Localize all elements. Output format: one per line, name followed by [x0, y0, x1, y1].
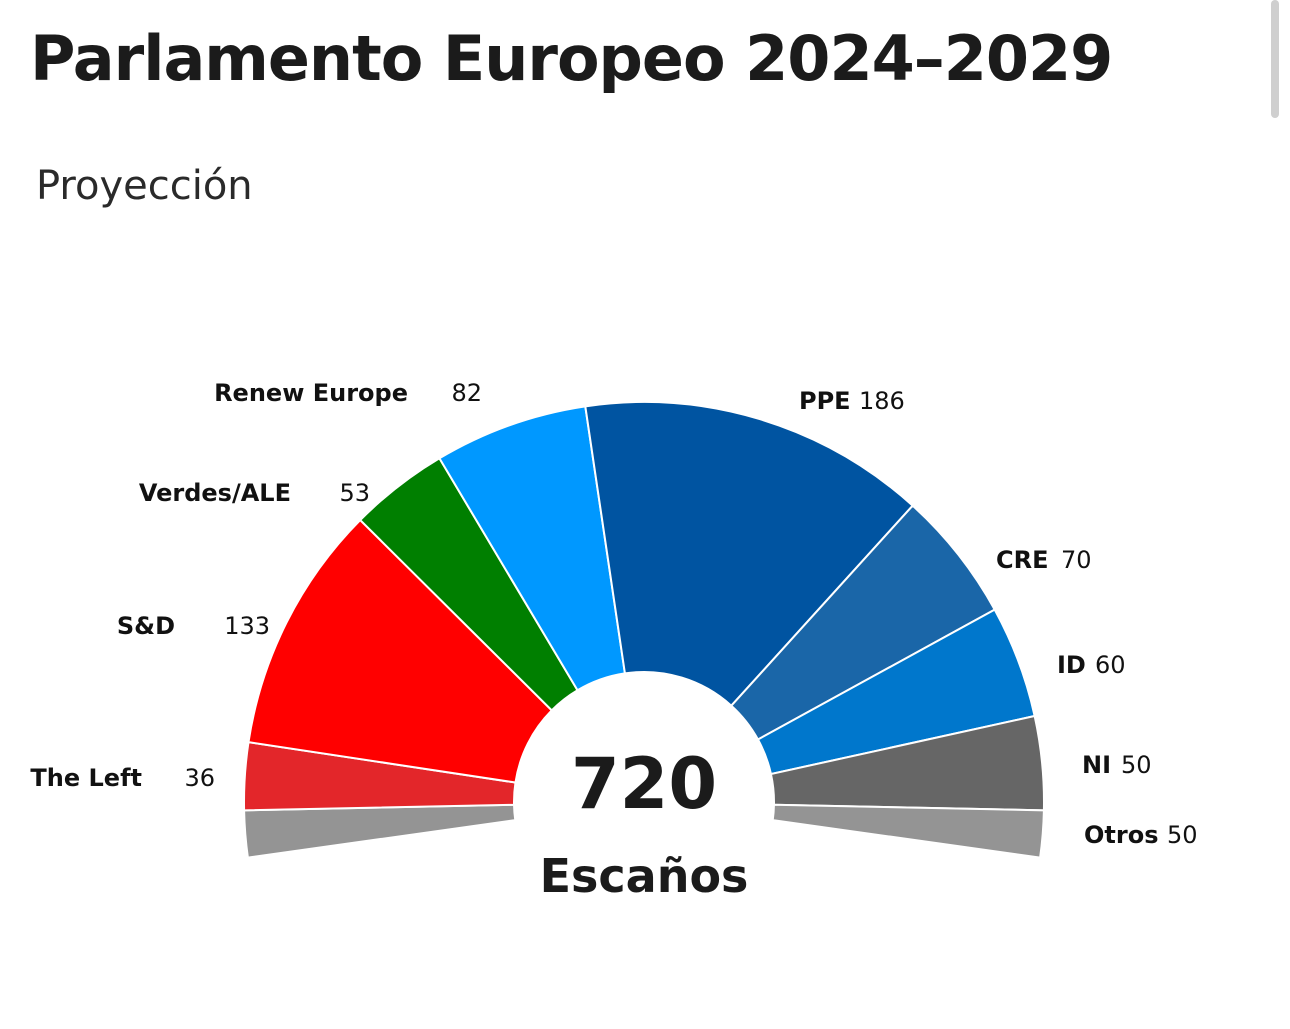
- value-otros: 50: [1167, 821, 1198, 849]
- page-subtitle: Proyección: [36, 163, 253, 209]
- value-renew-europe: 82: [451, 379, 482, 407]
- label-verdes-ale: Verdes/ALE: [139, 479, 291, 507]
- scrollbar[interactable]: [1271, 0, 1279, 118]
- label-ni: NI: [1082, 751, 1111, 779]
- value-verdes-ale: 53: [339, 479, 370, 507]
- value-id: 60: [1095, 651, 1126, 679]
- page-title: Parlamento Europeo 2024–2029: [30, 22, 1113, 95]
- total-seats: 720: [571, 743, 717, 825]
- label-id: ID: [1057, 651, 1086, 679]
- value-ppe: 186: [859, 387, 905, 415]
- label-otros: Otros: [1084, 821, 1158, 849]
- label-the-left: The Left: [30, 764, 142, 792]
- wedge-otros-right: [771, 803, 1045, 859]
- value-s-d: 133: [224, 612, 270, 640]
- label-cre: CRE: [996, 546, 1049, 574]
- value-the-left: 36: [184, 764, 215, 792]
- total-seats-label: Escaños: [540, 849, 749, 903]
- wedge-otros-left: [243, 803, 517, 859]
- label-s-d: S&D: [117, 612, 175, 640]
- wedge-ppe: [584, 401, 915, 708]
- value-ni: 50: [1121, 751, 1152, 779]
- label-renew-europe: Renew Europe: [214, 379, 408, 407]
- wedge-s-d: [247, 518, 554, 784]
- label-ppe: PPE: [799, 387, 851, 415]
- value-cre: 70: [1061, 546, 1092, 574]
